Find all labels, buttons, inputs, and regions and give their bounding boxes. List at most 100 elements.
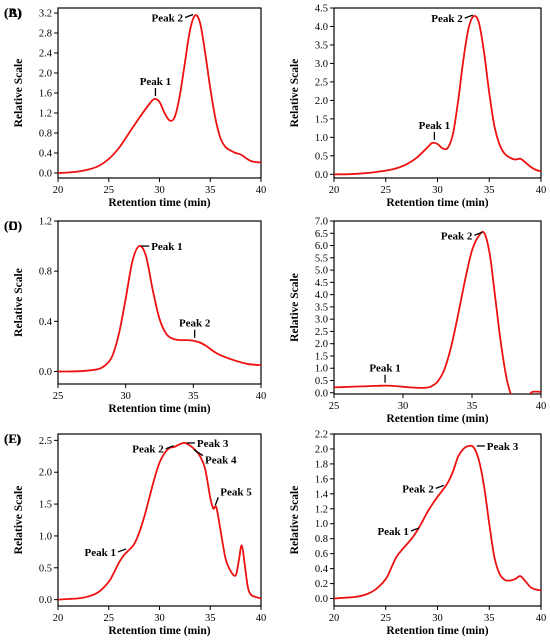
x-tick-label: 30 [154, 185, 165, 196]
y-axis-title: Relative Scale [289, 486, 301, 555]
y-tick-label: 1.5 [39, 500, 52, 511]
y-tick-label: 0.5 [39, 563, 52, 574]
x-tick-label: 30 [432, 185, 443, 196]
x-tick-label: 40 [256, 391, 267, 402]
peak-label: Peak 1 [85, 547, 116, 559]
panel-label: (C) [4, 218, 22, 233]
peak-label: Peak 2 [132, 444, 164, 456]
plot-frame [57, 7, 262, 179]
y-tick-label: 1.2 [315, 504, 328, 515]
y-tick-label: 2.0 [315, 444, 328, 455]
series-line-1 [529, 390, 541, 394]
peak-leader-line [193, 449, 204, 457]
peak-leader-line [165, 445, 174, 450]
x-tick-label: 35 [205, 185, 216, 196]
peak-leader-line [214, 497, 219, 506]
x-tick-label: 20 [53, 613, 64, 624]
x-tick-label: 25 [104, 613, 115, 624]
chart-panel-a: (A) 20 25 30 35 40 0.0 0.4 0.8 1.2 1.6 2.0 2.4 2.8 3.2… [4, 5, 266, 209]
peak-label: Peak 1 [377, 526, 408, 538]
x-tick-label: 25 [381, 185, 392, 196]
y-tick-label: 0.5 [315, 376, 328, 387]
chart-panel-f: (F) 20 25 30 35 40 0.0 0.2 0.4 0.6 0.8 1.0 1.2 1.4 1.6… [4, 430, 546, 638]
x-axis-title: Retention time (min) [386, 413, 488, 425]
y-tick-label: 6.0 [315, 241, 328, 252]
panel-label: (F) [4, 431, 21, 446]
peak-label: Peak 2 [431, 13, 463, 25]
y-tick-label: 3.5 [315, 40, 328, 51]
y-tick-label: 5.0 [315, 266, 328, 277]
y-tick-label: 2.0 [39, 468, 52, 479]
x-tick-label: 35 [484, 185, 495, 196]
peak-leader-line [410, 527, 420, 532]
y-tick-label: 0.0 [315, 594, 328, 605]
y-tick-label: 1.5 [315, 114, 328, 125]
y-tick-label: 0.5 [315, 151, 328, 162]
x-tick-label: 20 [329, 613, 340, 624]
y-tick-label: 4.5 [315, 278, 328, 289]
y-tick-label: 1.5 [315, 351, 328, 362]
x-tick-label: 35 [188, 391, 199, 402]
x-tick-label: 35 [205, 613, 216, 624]
y-axis-title: Relative Scale [13, 268, 25, 337]
chart-panel-e: (E) 20 25 30 35 40 0.0 0.5 1.0 1.5 2.0 2.5 Retention… [4, 431, 266, 637]
x-tick-label: 30 [432, 613, 443, 624]
peak-leader-line [474, 231, 483, 236]
y-tick-label: 1.6 [39, 89, 52, 100]
peak-leader-line [117, 548, 127, 553]
y-tick-label: 2.5 [315, 327, 328, 338]
peak-label: Peak 1 [140, 76, 171, 88]
peak-label: Peak 1 [151, 241, 182, 253]
x-tick-label: 30 [120, 391, 131, 402]
y-tick-label: 2.5 [39, 436, 52, 447]
y-tick-label: 2.8 [39, 29, 52, 40]
x-tick-label: 25 [329, 401, 340, 412]
plot-frame [333, 220, 542, 395]
y-tick-label: 0.4 [39, 149, 53, 160]
x-tick-label: 25 [53, 391, 64, 402]
peak-leader-line [184, 13, 194, 19]
x-axis-title: Retention time (min) [108, 625, 210, 637]
y-tick-label: 0.0 [315, 388, 328, 399]
panel-label: (B) [4, 5, 21, 20]
series-line-0 [334, 230, 512, 394]
y-tick-label: 2.5 [315, 77, 328, 88]
peak-label: Peak 1 [369, 363, 400, 375]
series-line-0 [334, 15, 541, 176]
y-tick-label: 0.0 [39, 595, 52, 606]
peak-label: Peak 4 [205, 455, 237, 467]
y-tick-label: 0.8 [315, 534, 328, 545]
peak-label: Peak 3 [487, 441, 519, 453]
x-axis-title: Retention time (min) [386, 625, 488, 637]
series-line-0 [334, 444, 541, 600]
plot-frame [57, 220, 262, 385]
y-tick-label: 0.4 [315, 564, 329, 575]
x-tick-label: 40 [256, 613, 267, 624]
y-tick-label: 1.6 [315, 474, 328, 485]
y-tick-label: 0.8 [39, 129, 52, 140]
x-tick-label: 25 [381, 613, 392, 624]
y-tick-label: 0.6 [315, 549, 328, 560]
y-tick-label: 5.5 [315, 253, 328, 264]
y-tick-label: 4.5 [315, 4, 328, 15]
x-tick-label: 40 [536, 613, 547, 624]
x-tick-label: 30 [154, 613, 165, 624]
peak-label: Peak 5 [220, 486, 252, 498]
series-line-0 [58, 245, 261, 373]
x-tick-label: 30 [398, 401, 409, 412]
y-tick-label: 2.0 [315, 96, 328, 107]
peak-label: Peak 2 [402, 483, 434, 495]
series-line-0 [58, 441, 261, 601]
chart-panel-d: (D)25 30 35 400.00.51.01.52.02.53.03.54.04.… [4, 217, 546, 426]
x-tick-label: 20 [329, 185, 340, 196]
y-tick-label: 7.0 [315, 217, 328, 228]
y-tick-label: 1.2 [39, 217, 52, 228]
y-axis-title: Relative Scale [13, 486, 25, 555]
chart-panel-c: (C) 25 30 35 40 0.0 0.4 0.8 1.2 Retention time (m… [4, 217, 266, 416]
chart-panel-b: (B) 20 25 30 35 40 0.0 0.5 1.0 1.5 2.0 2.5 3.0 3.5 4.0… [4, 4, 546, 210]
x-tick-label: 25 [104, 185, 115, 196]
x-tick-label: 35 [467, 401, 478, 412]
peak-label: Peak 3 [197, 438, 229, 450]
peak-label: Peak 2 [179, 318, 211, 330]
